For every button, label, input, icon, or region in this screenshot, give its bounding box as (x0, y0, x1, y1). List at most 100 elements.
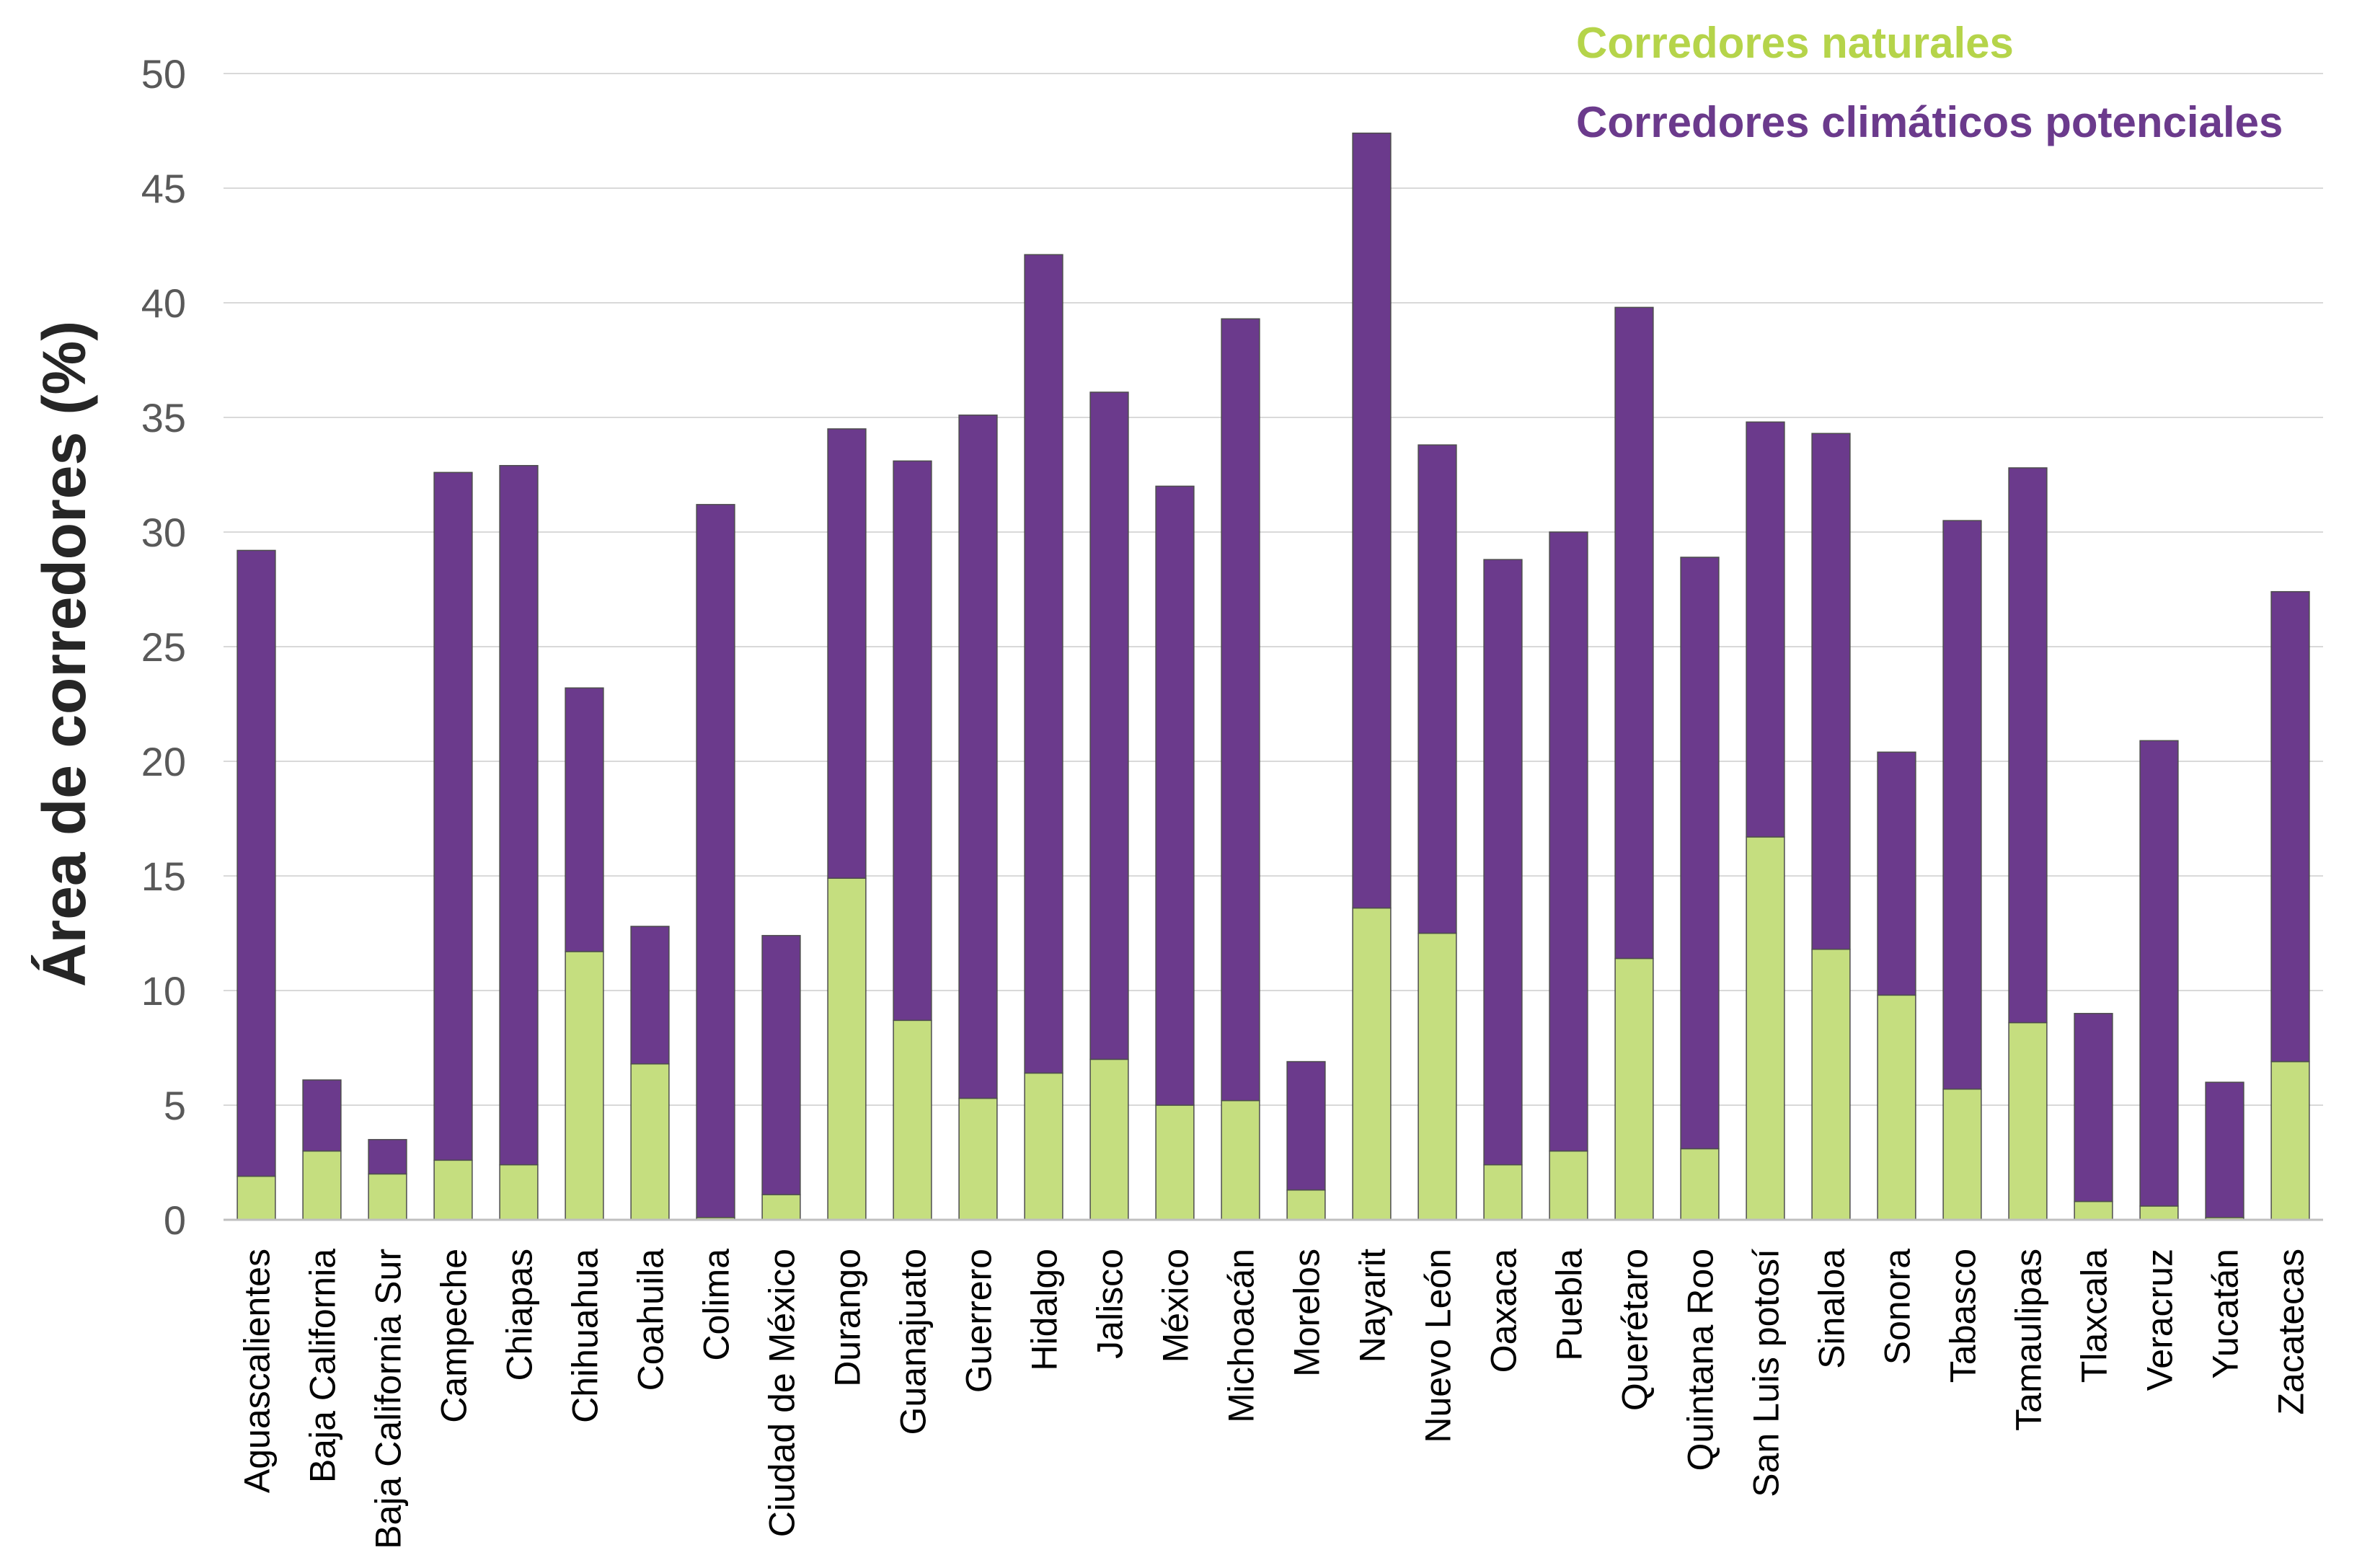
y-tick-label: 25 (141, 624, 186, 670)
y-tick-label: 50 (141, 51, 186, 97)
x-category-label: Campeche (434, 1249, 474, 1423)
bar-natural-segment (1549, 1150, 1588, 1221)
x-category-label: Tlaxcala (2074, 1249, 2115, 1383)
bar-natural-segment (630, 1063, 670, 1221)
x-category-label: Guerrero (959, 1249, 999, 1393)
bar-natural-segment (302, 1150, 342, 1221)
bar-climatico-segment (1877, 751, 1916, 996)
bar-natural-segment (368, 1173, 407, 1221)
bar-natural-segment (2270, 1060, 2310, 1221)
bar-climatico-segment (893, 460, 932, 1022)
bar-climatico-segment (2008, 467, 2048, 1024)
bar-natural-segment (761, 1194, 801, 1221)
y-tick-label: 10 (141, 968, 186, 1014)
bar-natural-segment (1483, 1164, 1523, 1221)
x-category-label: México (1156, 1249, 1196, 1363)
bar-climatico-segment (1221, 318, 1260, 1102)
bar-climatico-segment (1155, 485, 1195, 1106)
bar-natural-segment (236, 1175, 276, 1221)
bar-climatico-segment (236, 549, 276, 1177)
bar-natural-segment (499, 1164, 539, 1221)
bar-climatico-segment (1286, 1060, 1326, 1191)
bar-natural-segment (1811, 949, 1851, 1221)
bar-natural-segment (1942, 1088, 1982, 1221)
bar-natural-segment (2139, 1205, 2179, 1221)
bar-natural-segment (1614, 957, 1654, 1221)
bar-natural-segment (2074, 1200, 2113, 1221)
x-category-label: Querétaro (1615, 1249, 1655, 1411)
x-category-label: Zacatecas (2271, 1249, 2312, 1415)
x-category-label: Hidalgo (1025, 1249, 1065, 1371)
bar-climatico-segment (1483, 559, 1523, 1166)
bar-natural-segment (2008, 1022, 2048, 1221)
x-category-label: Jalisco (1090, 1249, 1131, 1359)
x-category-label: Coahuila (631, 1249, 671, 1391)
bar-natural-segment (1024, 1072, 1063, 1221)
x-category-label: Baja California (303, 1249, 343, 1483)
y-tick-label: 40 (141, 280, 186, 326)
bar-climatico-segment (1680, 557, 1720, 1150)
bar-climatico-segment (1811, 433, 1851, 950)
bar-climatico-segment (1024, 254, 1063, 1074)
bar-natural-segment (1877, 994, 1916, 1221)
legend-item-corredores-climaticos-potenciales: Corredores climáticos potenciales (1576, 98, 2283, 146)
bar-natural-segment (1286, 1189, 1326, 1221)
bar-climatico-segment (630, 926, 670, 1065)
bar-climatico-segment (1089, 391, 1129, 1060)
y-tick-label: 0 (164, 1197, 186, 1243)
y-tick-label: 20 (141, 739, 186, 784)
legend-item-corredores-naturales: Corredores naturales (1576, 19, 2014, 67)
x-category-label: Yucatán (2206, 1249, 2246, 1379)
bar-climatico-segment (368, 1138, 407, 1175)
x-category-label: Puebla (1549, 1249, 1590, 1361)
x-category-label: Oaxaca (1484, 1249, 1524, 1373)
y-tick-label: 15 (141, 854, 186, 899)
bar-climatico-segment (1352, 132, 1392, 909)
x-category-label: Aguascalientes (237, 1249, 278, 1493)
x-category-label: Quintana Roo (1681, 1249, 1721, 1471)
x-category-label: Colima (696, 1249, 737, 1361)
y-axis-ticks: 0 5 10 15 20 25 30 35 40 45 50 (141, 51, 186, 1243)
bar-natural-segment (1221, 1099, 1260, 1221)
x-category-label: Guanajuato (893, 1249, 934, 1435)
bar-natural-segment (1089, 1058, 1129, 1221)
bar-climatico-segment (499, 465, 539, 1166)
x-category-label: Tamaulipas (2009, 1249, 2049, 1431)
x-category-label: San Luis potosí (1746, 1249, 1787, 1497)
y-tick-label: 45 (141, 166, 186, 211)
bar-climatico-segment (761, 934, 801, 1195)
x-category-label: Nuevo León (1418, 1249, 1459, 1443)
legend: Corredores naturales Corredores climátic… (1576, 19, 2283, 146)
y-tick-label: 30 (141, 510, 186, 555)
y-axis-title: Área de corredores (%) (30, 321, 98, 987)
x-category-label: Chihuahua (565, 1249, 606, 1423)
x-category-label: Chiapas (500, 1249, 540, 1381)
bar-climatico-segment (1549, 531, 1588, 1152)
x-category-label: Baja California Sur (368, 1249, 409, 1549)
bar-climatico-segment (565, 687, 604, 952)
bar-climatico-segment (958, 415, 998, 1099)
x-category-label: Veracruz (2140, 1249, 2180, 1391)
x-category-label: Sonora (1878, 1249, 1918, 1365)
bar-natural-segment (565, 951, 604, 1221)
bar-climatico-segment (696, 504, 735, 1218)
bars (236, 132, 2310, 1221)
x-category-label: Ciudad de México (762, 1249, 802, 1537)
x-category-label: Morelos (1287, 1249, 1327, 1377)
bar-climatico-segment (2270, 590, 2310, 1063)
y-tick-label: 5 (164, 1083, 186, 1128)
bar-climatico-segment (2205, 1081, 2244, 1218)
bar-natural-segment (433, 1159, 473, 1221)
x-category-label: Tabasco (1943, 1249, 1983, 1383)
bar-natural-segment (1680, 1148, 1720, 1221)
bar-natural-segment (1155, 1104, 1195, 1221)
bar-climatico-segment (1614, 306, 1654, 960)
bar-climatico-segment (827, 428, 867, 879)
bar-climatico-segment (1942, 520, 1982, 1090)
gridlines (224, 73, 2323, 1106)
bar-natural-segment (1352, 907, 1392, 1221)
bar-climatico-segment (302, 1079, 342, 1152)
bar-natural-segment (1746, 836, 1785, 1221)
x-category-label: Nayarit (1353, 1249, 1393, 1363)
